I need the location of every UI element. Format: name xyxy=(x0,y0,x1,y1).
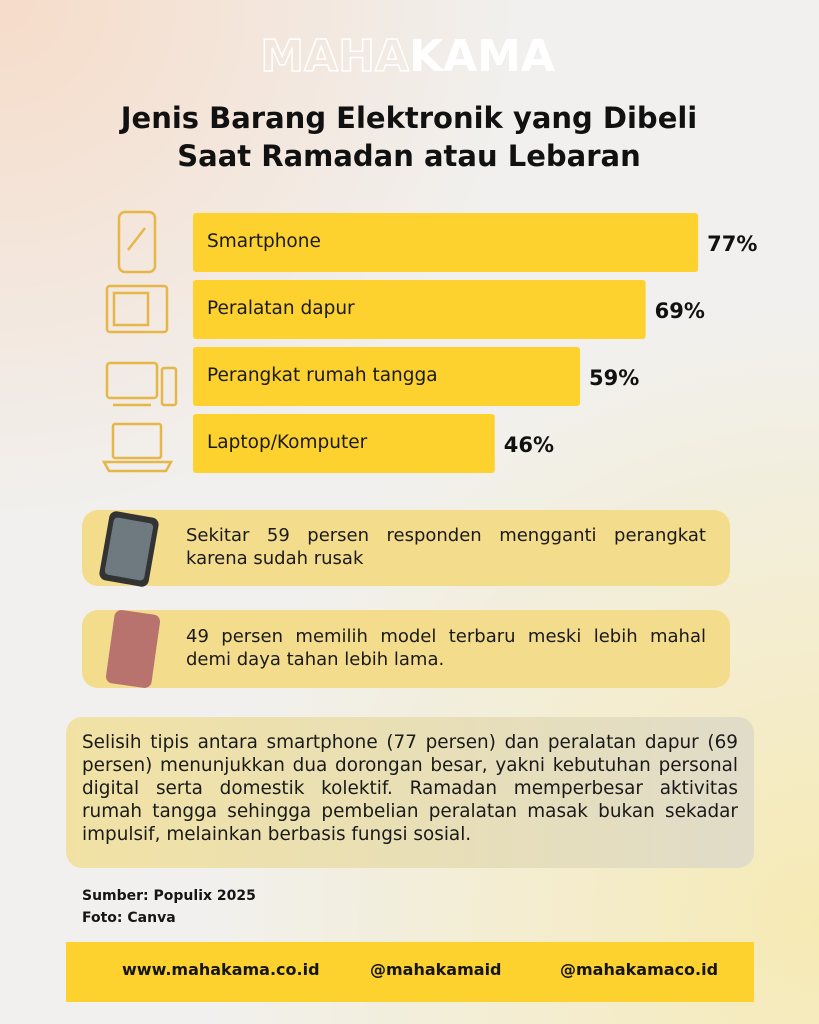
photo-credit: Foto: Canva xyxy=(82,910,176,926)
source: Sumber: Populix 2025 xyxy=(82,888,256,904)
brand: KAMA xyxy=(409,31,555,82)
tiktok: @mahakamaco.id xyxy=(560,960,719,979)
website: www.mahakama.co.id xyxy=(122,960,320,979)
icons xyxy=(101,210,178,473)
value-label: 77% xyxy=(707,232,757,256)
bar xyxy=(193,280,646,339)
cracked-phone xyxy=(104,517,154,581)
bar xyxy=(193,414,495,473)
laptop-icon xyxy=(101,460,174,473)
note-text: 49 persen memilih model terbaru meski le… xyxy=(186,626,706,670)
chart-title: Jenis Barang Elektronik yang Dibeli xyxy=(119,101,698,135)
chart-title: Saat Ramadan atau Lebaran xyxy=(177,139,640,173)
phone-photo xyxy=(99,511,161,688)
instagram: @mahakamaid xyxy=(370,960,502,979)
category-label: Laptop/Komputer xyxy=(207,432,368,453)
value-label: 59% xyxy=(589,366,639,390)
footer-bar xyxy=(66,942,754,1002)
value-label: 46% xyxy=(504,433,554,457)
bar xyxy=(193,347,581,406)
tv-icon xyxy=(105,361,159,400)
category-label: Perangkat rumah tangga xyxy=(207,365,438,386)
bar xyxy=(193,213,699,272)
note-box xyxy=(82,510,730,586)
note-box xyxy=(82,610,730,688)
category-label: Smartphone xyxy=(207,231,321,252)
phone-icon xyxy=(127,227,146,251)
laptop-icon xyxy=(111,422,163,460)
summary-text: Selisih tipis antara smartphone (77 pers… xyxy=(82,732,738,845)
value-label: 69% xyxy=(655,299,705,323)
phone-icon xyxy=(117,210,157,274)
note-text: Sekitar 59 persen responden mengganti pe… xyxy=(186,525,706,569)
summary-box xyxy=(66,717,754,868)
brand: MAHA xyxy=(260,31,409,82)
new-phone xyxy=(105,610,161,688)
microwave-icon xyxy=(105,284,169,334)
category-label: Peralatan dapur xyxy=(207,298,355,319)
microwave-icon xyxy=(112,291,150,327)
remote-icon xyxy=(160,366,178,407)
